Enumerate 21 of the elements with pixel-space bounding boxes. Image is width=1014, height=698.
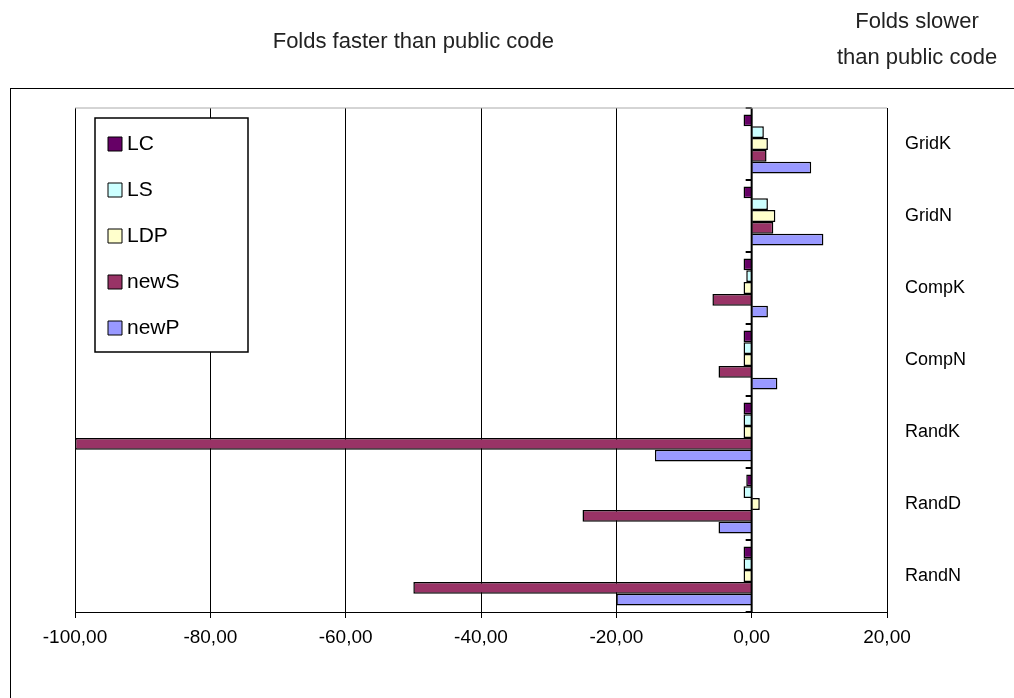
y-tick-label: RandN [905, 564, 962, 585]
legend-label: LC [127, 130, 154, 154]
text: Folds faster than public code [272, 28, 554, 54]
text: Folds slower than public code [836, 8, 998, 70]
x-tick-label: -40,00 [454, 625, 508, 647]
y-tick-label: RandK [905, 420, 961, 441]
y-tick-label: CompN [905, 348, 967, 369]
x-tick-label: 20,00 [863, 625, 911, 647]
legend-label: LS [127, 176, 153, 200]
x-tick-label: -60,00 [318, 625, 373, 647]
y-tick-label: GridK [905, 132, 952, 153]
y-tick-label: CompK [905, 276, 966, 297]
x-tick-label: -20,00 [589, 625, 644, 647]
x-tick-label: -100,00 [42, 625, 108, 647]
y-tick-label: GridN [905, 204, 953, 225]
legend-label: newP [127, 314, 180, 338]
legend-label: newS [127, 268, 180, 292]
legend-label: LDP [127, 222, 168, 246]
y-tick-label: RandD [905, 492, 962, 513]
x-tick-label: 0,00 [733, 625, 771, 647]
x-tick-label: -80,00 [183, 625, 238, 647]
